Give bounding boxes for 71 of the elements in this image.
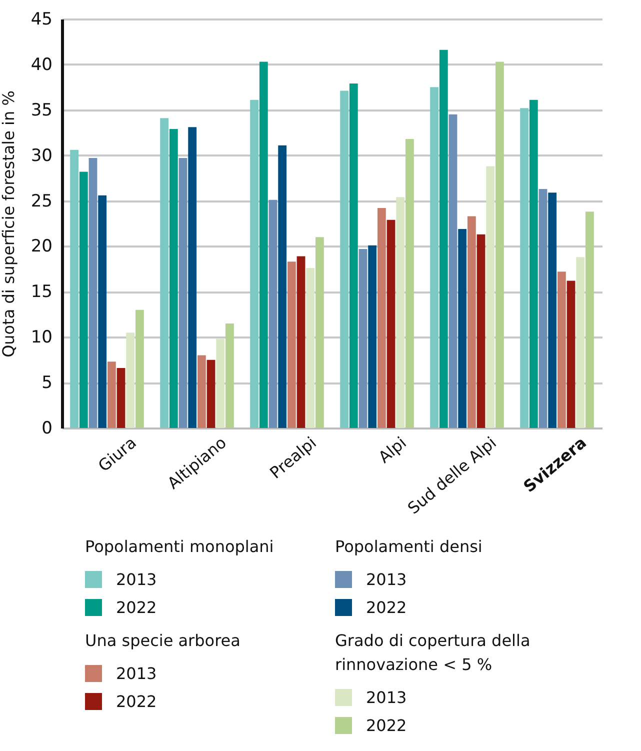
text: Popolamenti monoplani	[85, 536, 275, 558]
bar	[396, 197, 405, 428]
y-tick-label: 0	[42, 418, 52, 438]
text: Grado di copertura della rinnovazione < 5 %	[335, 630, 532, 676]
bar	[486, 166, 495, 428]
bar	[278, 145, 287, 428]
bar	[430, 87, 439, 428]
bar	[576, 257, 585, 428]
bar	[225, 323, 234, 428]
bar	[566, 280, 576, 428]
bar	[160, 118, 169, 428]
bar	[538, 188, 548, 428]
legend-label: 2013	[116, 570, 157, 588]
bar	[107, 362, 116, 428]
y-tick-label: 5	[42, 373, 52, 394]
bar	[386, 220, 396, 428]
legend-label: 2013	[366, 570, 407, 588]
bar	[377, 208, 386, 428]
bar	[116, 368, 126, 428]
bar	[548, 192, 557, 428]
y-tick-label: 40	[30, 54, 52, 75]
bar	[529, 100, 538, 428]
bar	[467, 216, 476, 428]
bar	[405, 138, 414, 428]
y-tick-label: 20	[30, 236, 52, 257]
bar	[358, 248, 368, 428]
bar	[188, 127, 197, 428]
bar	[178, 158, 188, 428]
bar	[296, 256, 306, 428]
bar	[458, 228, 467, 428]
y-tick-label: 35	[30, 100, 52, 120]
bar	[585, 212, 594, 428]
bar	[79, 172, 88, 428]
legend-label: 2022	[366, 598, 407, 616]
bar	[197, 355, 206, 428]
bar	[287, 262, 296, 428]
y-axis-title: Quota di superficie forestale in %	[0, 90, 18, 358]
bar	[495, 62, 504, 428]
y-tick-label: 15	[30, 282, 52, 302]
bar	[557, 272, 566, 428]
bar	[448, 114, 458, 428]
bar	[306, 268, 315, 428]
bar	[349, 84, 358, 428]
bar	[250, 100, 259, 428]
bar	[169, 128, 178, 428]
legend-label: 2022	[366, 716, 407, 734]
bar	[88, 158, 98, 428]
bar	[439, 50, 448, 428]
bar	[315, 237, 324, 428]
text: Popolamenti densi	[335, 536, 484, 558]
bar	[216, 338, 225, 428]
bar	[520, 108, 529, 428]
bar	[70, 150, 79, 428]
bar	[259, 62, 268, 428]
bar	[126, 332, 135, 428]
bar	[206, 360, 216, 428]
bar	[268, 200, 278, 428]
y-tick-label: 30	[30, 146, 52, 166]
y-tick-label: 25	[30, 191, 52, 212]
bar	[368, 245, 377, 428]
legend-label: 2013	[366, 688, 407, 706]
text: Una specie arborea	[85, 630, 242, 652]
bar	[340, 90, 349, 428]
legend-label: 2013	[116, 664, 157, 682]
bar	[98, 195, 107, 428]
bar	[135, 310, 144, 428]
legend-label: 2022	[116, 692, 157, 710]
legend-label: 2022	[116, 598, 157, 616]
bar	[476, 234, 486, 428]
y-tick-label: 45	[30, 10, 52, 30]
y-tick-label: 10	[30, 328, 52, 348]
